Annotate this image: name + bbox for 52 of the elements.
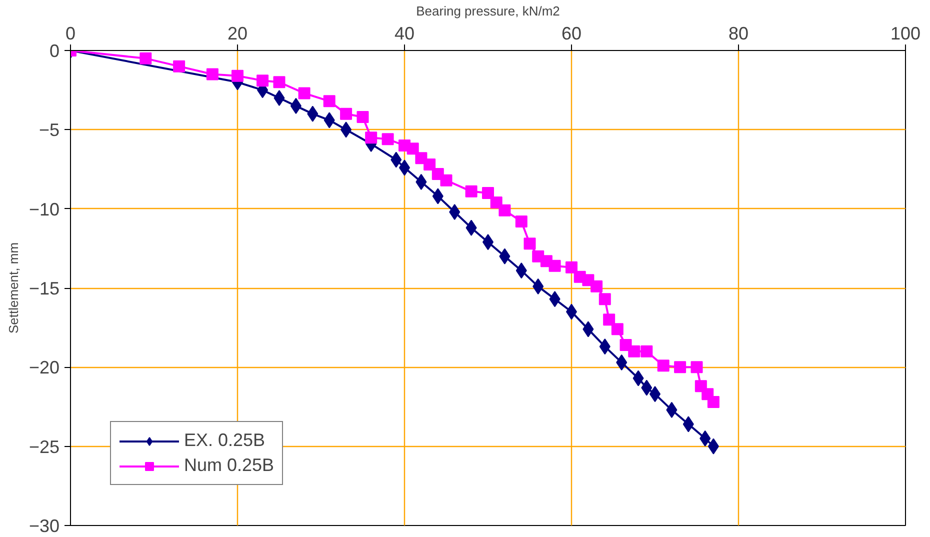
point: [206, 68, 218, 80]
x-tick-label: 20: [227, 24, 248, 44]
point: [611, 323, 624, 336]
point: [274, 90, 285, 106]
y-axis-title: Settlement, mm: [6, 242, 21, 334]
point: [598, 293, 611, 306]
point: [707, 396, 720, 408]
point: [340, 108, 352, 120]
y-tick-label: −30: [28, 516, 60, 536]
point: [323, 95, 336, 108]
x-tick-label: 100: [890, 24, 921, 44]
x-tick-label: 0: [65, 24, 76, 44]
x-axis-title: Bearing pressure, kN/m2: [416, 4, 560, 18]
point: [690, 361, 703, 374]
point: [273, 76, 286, 88]
point: [566, 261, 578, 274]
point: [603, 314, 616, 326]
y-tick-label: −20: [28, 358, 60, 378]
point: [640, 345, 653, 358]
point: [674, 361, 686, 374]
point: [356, 111, 369, 123]
x-tick-label: 60: [561, 24, 582, 44]
legend-label: Num 0.25B: [184, 455, 274, 476]
legend-label: EX. 0.25B: [184, 430, 266, 451]
y-tick-label: −10: [28, 199, 60, 220]
point: [628, 345, 640, 358]
point: [515, 216, 528, 228]
point: [449, 204, 460, 220]
point: [365, 132, 378, 144]
point: [657, 360, 670, 372]
point: [173, 60, 186, 72]
point: [524, 238, 536, 250]
point: [490, 196, 502, 208]
point: [382, 133, 394, 146]
point: [465, 185, 478, 198]
point: [590, 280, 603, 292]
point: [140, 52, 152, 64]
y-tick-label: −25: [28, 436, 60, 457]
y-tick-label: −5: [38, 120, 60, 140]
point: [406, 142, 419, 155]
y-tick-label: −15: [28, 278, 60, 298]
point: [256, 74, 269, 87]
point: [440, 174, 452, 186]
x-tick-label: 80: [728, 24, 749, 44]
y-tick-label: 0: [49, 41, 60, 61]
point: [298, 87, 310, 100]
point: [482, 187, 494, 199]
point: [498, 204, 511, 216]
point: [232, 70, 244, 82]
point: [424, 158, 436, 170]
x-tick-label: 40: [394, 24, 415, 44]
point: [548, 260, 561, 272]
